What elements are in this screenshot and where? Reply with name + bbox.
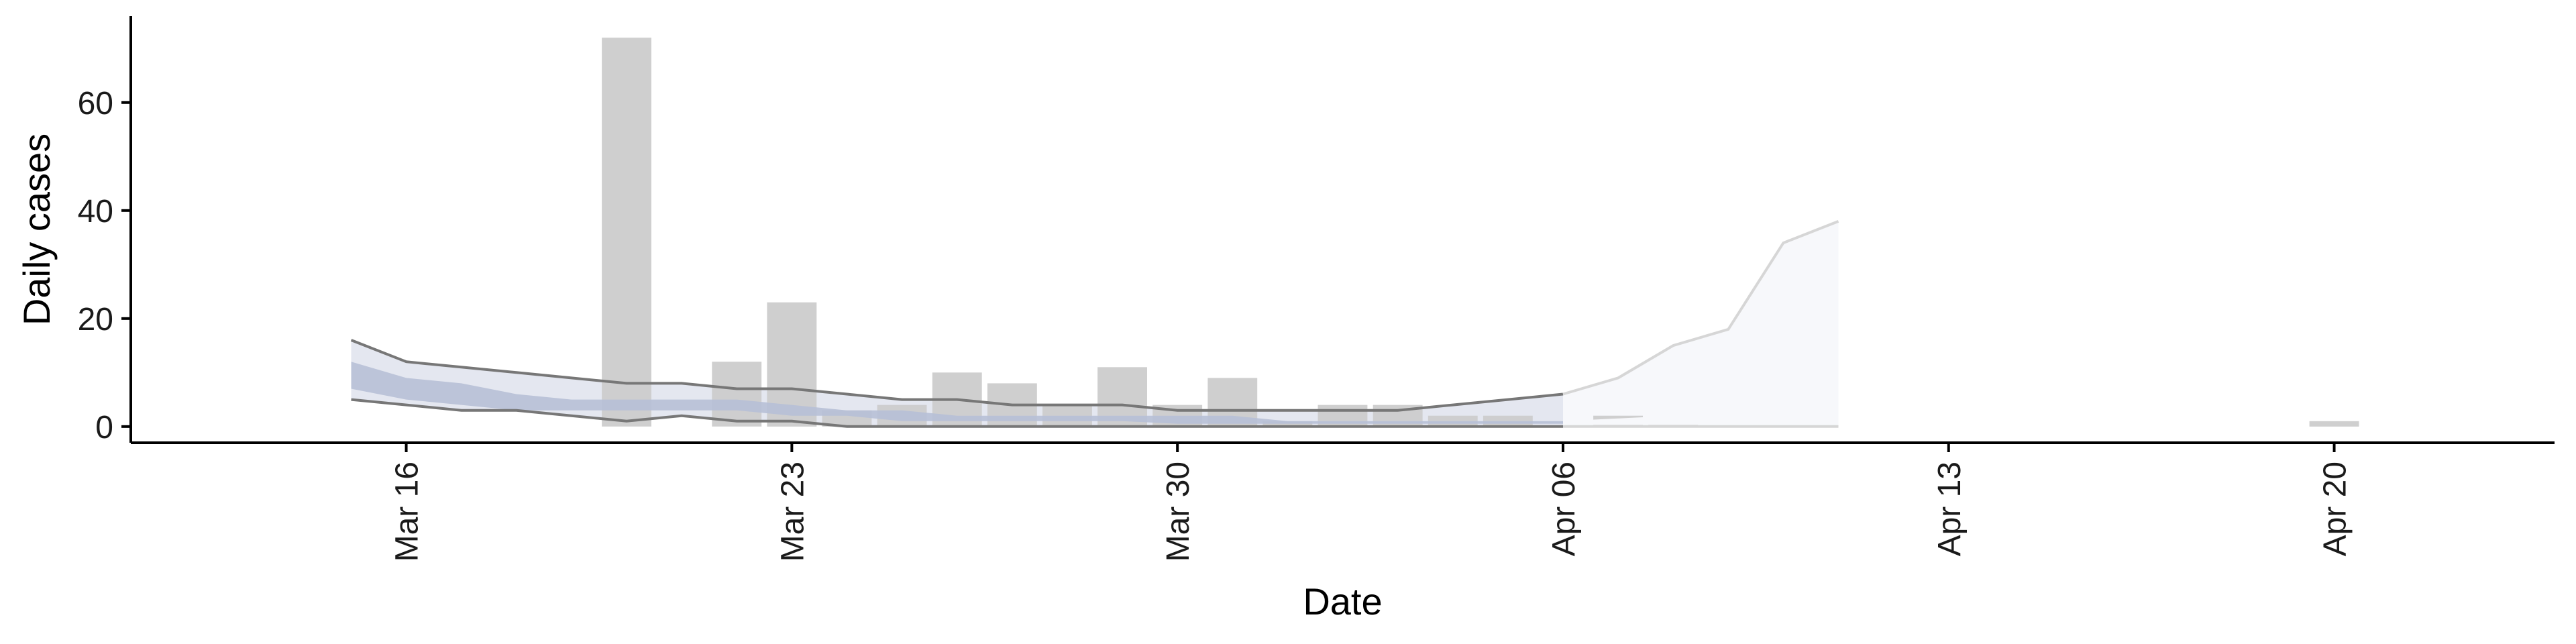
x-tick-label: Mar 23	[775, 462, 810, 561]
y-axis-title: Daily cases	[15, 133, 58, 325]
y-tick-label: 60	[78, 86, 113, 121]
forecast-inner-band	[1563, 410, 1839, 425]
x-tick-label: Apr 06	[1546, 462, 1582, 556]
x-tick-label: Mar 30	[1161, 462, 1196, 561]
estimate-inner-band	[351, 362, 1563, 424]
bar-2020-03-20	[602, 38, 651, 427]
x-tick-label: Mar 16	[390, 462, 425, 561]
x-tick-label: Apr 13	[1932, 462, 1968, 556]
y-tick-label: 0	[95, 410, 113, 445]
forecast-upper-line	[1562, 220, 1839, 396]
inner-uncertainty-bands	[351, 362, 1839, 425]
y-tick-label: 40	[78, 194, 113, 229]
daily-case-bars	[602, 38, 2359, 427]
x-axis-ticks: Mar 16 Mar 23 Mar 30 Apr 06 Apr 13 Apr 20	[390, 443, 2353, 561]
plot-area	[350, 38, 2359, 428]
bar-2020-04-05	[1483, 415, 1533, 427]
x-tick-label: Apr 20	[2318, 462, 2353, 556]
y-tick-label: 20	[78, 302, 113, 337]
bar-2020-03-22	[712, 362, 762, 427]
axes: 0 20 40 60 Mar 16 Mar 23 Mar 30 Apr 06 Apr 13 Ap…	[78, 16, 2555, 561]
bar-2020-04-04	[1428, 415, 1478, 427]
bar-2020-04-01	[1263, 421, 1313, 427]
x-axis-title: Date	[1303, 580, 1382, 623]
forecast-outer-band	[1563, 221, 1839, 427]
outer-uncertainty-bands	[351, 221, 1839, 427]
bar-2020-04-20	[2309, 421, 2359, 427]
estimate-upper-line	[350, 339, 1564, 412]
bound-lines	[350, 220, 1839, 428]
estimate-lower-line	[351, 398, 1563, 428]
y-axis-ticks: 0 20 40 60	[78, 86, 131, 445]
bar-2020-03-28	[1042, 405, 1092, 427]
